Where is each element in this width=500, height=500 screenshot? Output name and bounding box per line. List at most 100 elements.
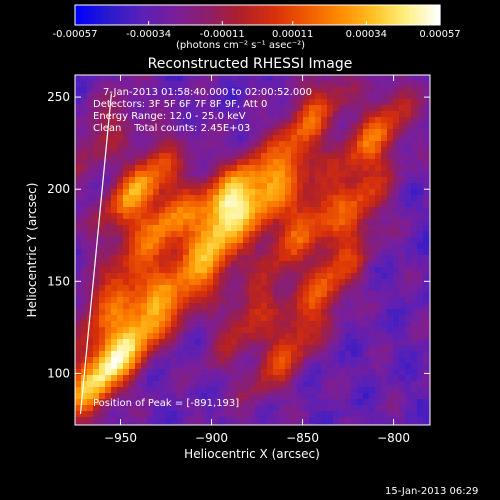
heatmap-cell: [117, 411, 124, 418]
colorbar-segment: [351, 5, 356, 25]
heatmap-cell: [261, 405, 268, 412]
heatmap-cell: [285, 171, 292, 178]
heatmap-cell: [87, 177, 94, 184]
heatmap-cell: [207, 309, 214, 316]
heatmap-cell: [261, 87, 268, 94]
heatmap-cell: [123, 225, 130, 232]
heatmap-cell: [375, 213, 382, 220]
heatmap-cell: [75, 333, 82, 340]
heatmap-cell: [135, 99, 142, 106]
heatmap-cell: [111, 99, 118, 106]
heatmap-cell: [285, 363, 292, 370]
heatmap-cell: [111, 417, 118, 424]
heatmap-cell: [243, 117, 250, 124]
heatmap-cell: [87, 93, 94, 100]
heatmap-cell: [369, 363, 376, 370]
heatmap-cell: [87, 297, 94, 304]
heatmap-cell: [75, 225, 82, 232]
heatmap-cell: [207, 249, 214, 256]
heatmap-cell: [135, 225, 142, 232]
heatmap-cell: [135, 405, 142, 412]
heatmap-cell: [111, 153, 118, 160]
heatmap-cell: [201, 297, 208, 304]
heatmap-cell: [399, 399, 406, 406]
heatmap-cell: [405, 219, 412, 226]
heatmap-cell: [417, 393, 424, 400]
heatmap-cell: [375, 111, 382, 118]
heatmap-cell: [99, 171, 106, 178]
heatmap-cell: [117, 81, 124, 88]
heatmap-cell: [339, 87, 346, 94]
colorbar-segment: [211, 5, 216, 25]
heatmap-cell: [267, 171, 274, 178]
heatmap-cell: [99, 93, 106, 100]
heatmap-cell: [231, 213, 238, 220]
heatmap-cell: [309, 213, 316, 220]
heatmap-cell: [165, 93, 172, 100]
heatmap-cell: [159, 309, 166, 316]
heatmap-cell: [351, 297, 358, 304]
heatmap-cell: [177, 321, 184, 328]
heatmap-cell: [387, 411, 394, 418]
heatmap-cell: [345, 237, 352, 244]
heatmap-cell: [177, 399, 184, 406]
heatmap-cell: [159, 381, 166, 388]
heatmap-cell: [381, 201, 388, 208]
heatmap-cell: [237, 303, 244, 310]
heatmap-cell: [321, 345, 328, 352]
heatmap-cell: [417, 159, 424, 166]
heatmap-cell: [147, 135, 154, 142]
heatmap-cell: [393, 351, 400, 358]
heatmap-cell: [309, 141, 316, 148]
heatmap-cell: [87, 153, 94, 160]
heatmap-cell: [339, 135, 346, 142]
heatmap-cell: [207, 339, 214, 346]
heatmap-cell: [99, 237, 106, 244]
heatmap-cell: [213, 123, 220, 130]
heatmap-cell: [93, 279, 100, 286]
heatmap-cell: [75, 171, 82, 178]
heatmap-cell: [189, 195, 196, 202]
heatmap-cell: [297, 237, 304, 244]
heatmap-cell: [207, 369, 214, 376]
heatmap-cell: [165, 405, 172, 412]
heatmap-cell: [345, 267, 352, 274]
heatmap-cell: [87, 201, 94, 208]
heatmap-cell: [423, 255, 430, 262]
heatmap-cell: [93, 369, 100, 376]
heatmap-cell: [147, 225, 154, 232]
heatmap-cell: [297, 357, 304, 364]
heatmap-cell: [243, 357, 250, 364]
heatmap-cell: [171, 369, 178, 376]
heatmap-cell: [417, 315, 424, 322]
heatmap-cell: [93, 303, 100, 310]
footer-date: 15-Jan-2013 06:29: [385, 486, 479, 497]
heatmap-cell: [207, 153, 214, 160]
heatmap-cell: [333, 159, 340, 166]
heatmap-cell: [237, 81, 244, 88]
heatmap-cell: [357, 177, 364, 184]
heatmap-cell: [303, 123, 310, 130]
heatmap-cell: [285, 357, 292, 364]
heatmap-cell: [423, 177, 430, 184]
heatmap-cell: [351, 105, 358, 112]
heatmap-cell: [165, 267, 172, 274]
colorbar-segment: [379, 5, 383, 25]
heatmap-cell: [297, 303, 304, 310]
heatmap-cell: [177, 297, 184, 304]
heatmap-cell: [417, 327, 424, 334]
heatmap-cell: [195, 357, 202, 364]
heatmap-cell: [165, 357, 172, 364]
heatmap-cell: [231, 237, 238, 244]
heatmap-cell: [231, 183, 238, 190]
heatmap-cell: [219, 171, 226, 178]
heatmap-cell: [129, 105, 136, 112]
heatmap-cell: [195, 105, 202, 112]
heatmap-cell: [111, 285, 118, 292]
heatmap-cell: [129, 75, 136, 82]
heatmap-cell: [399, 333, 406, 340]
heatmap-cell: [381, 369, 388, 376]
heatmap-cell: [369, 279, 376, 286]
heatmap-cell: [177, 231, 184, 238]
heatmap-cell: [87, 225, 94, 232]
